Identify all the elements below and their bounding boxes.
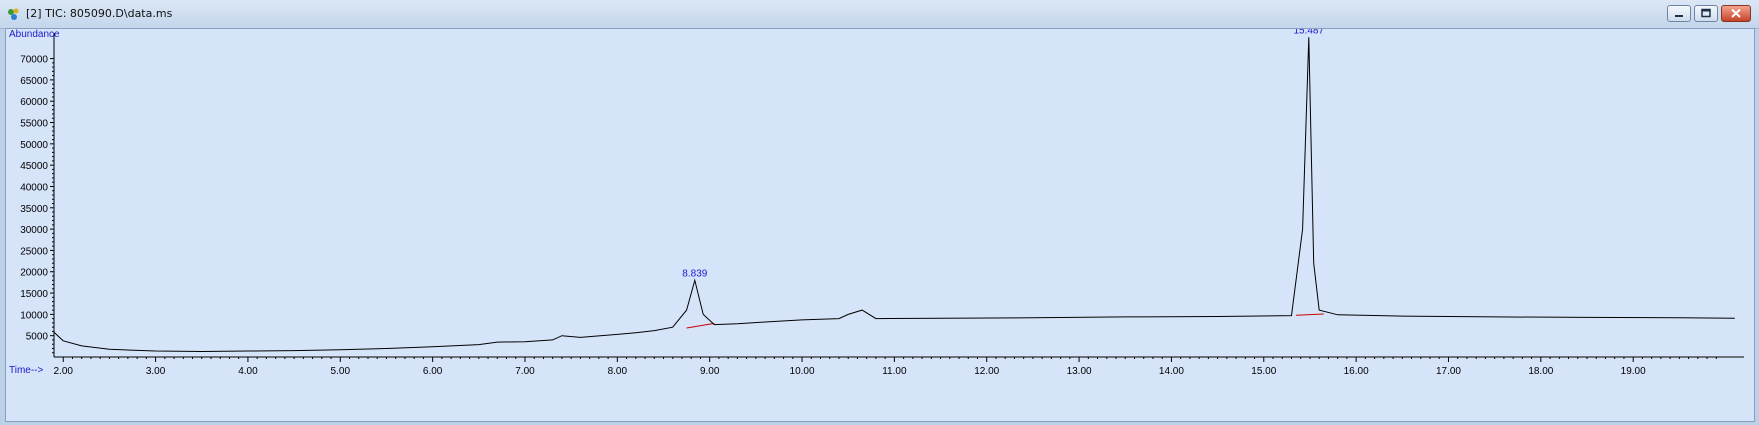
chromatogram-svg: Abundance Time--> 5000 10000 15000 20000 250… (9, 29, 1744, 377)
x-tick-label: 13.00 (1067, 366, 1092, 377)
y-tick-label: 5000 (26, 332, 49, 343)
x-tick-label: 15.00 (1251, 366, 1276, 377)
y-tick-label: 60000 (20, 97, 48, 108)
title-bar[interactable]: [2] TIC: 805090.D\data.ms (0, 0, 1759, 29)
y-tick-label: 25000 (20, 246, 48, 257)
y-tick-label: 15000 (20, 289, 48, 300)
x-tick-label: 10.00 (790, 366, 815, 377)
window-controls (1667, 5, 1751, 23)
y-tick-label: 55000 (20, 119, 48, 130)
y-tick-label: 30000 (20, 225, 48, 236)
chromatogram-app-icon (8, 8, 19, 20)
y-tick-label: 65000 (20, 76, 48, 87)
x-tick-label: 11.00 (882, 366, 907, 377)
y-tick-label: 45000 (20, 161, 48, 172)
x-tick-label: 4.00 (238, 366, 258, 377)
restore-icon (1701, 8, 1711, 18)
x-tick-label: 3.00 (146, 366, 166, 377)
peak-baseline (1296, 313, 1324, 316)
x-tick-label: 7.00 (515, 366, 535, 377)
x-tick-label: 18.00 (1528, 366, 1553, 377)
minimize-icon (1675, 15, 1683, 17)
x-axis-label: Time--> (9, 365, 44, 376)
close-icon (1731, 8, 1741, 18)
y-tick-label: 10000 (20, 310, 48, 321)
tic-trace (53, 37, 1735, 353)
y-tick-label: 70000 (20, 55, 48, 66)
peak-baseline (686, 322, 715, 329)
y-axis-label: Abundance (9, 29, 60, 40)
x-tick-label: 9.00 (700, 366, 720, 377)
y-tick-label: 40000 (20, 182, 48, 193)
y-tick-label: 20000 (20, 268, 48, 279)
baselines (686, 313, 1324, 329)
x-tick-label: 19.00 (1621, 366, 1646, 377)
restore-button[interactable] (1694, 5, 1718, 22)
close-button[interactable] (1721, 5, 1751, 22)
axes (53, 33, 1744, 358)
peak-label: 15.487 (1293, 29, 1324, 36)
minimize-button[interactable] (1667, 5, 1691, 22)
x-tick-label: 14.00 (1159, 366, 1184, 377)
x-tick-label: 5.00 (331, 366, 351, 377)
peak-label: 8.839 (682, 268, 707, 279)
x-tick-label: 6.00 (423, 366, 443, 377)
traces (53, 37, 1735, 353)
chromatogram-plot[interactable]: Abundance Time--> 5000 10000 15000 20000 250… (5, 28, 1755, 422)
x-tick-label: 12.00 (974, 366, 999, 377)
x-ticks: 2.00 3.00 4.00 5.00 6.00 7.00 8.00 9.00 10.00 11.… (54, 357, 1717, 377)
window-title: [2] TIC: 805090.D\data.ms (26, 7, 173, 20)
x-tick-label: 8.00 (608, 366, 628, 377)
peak-labels: 8.839 15.487 (682, 29, 1324, 279)
x-tick-label: 17.00 (1436, 366, 1461, 377)
y-ticks: 5000 10000 15000 20000 25000 30000 35000 40000 4… (20, 55, 54, 354)
x-tick-label: 16.00 (1344, 366, 1369, 377)
y-tick-label: 50000 (20, 140, 48, 151)
x-tick-label: 2.00 (54, 366, 74, 377)
y-tick-label: 35000 (20, 204, 48, 215)
